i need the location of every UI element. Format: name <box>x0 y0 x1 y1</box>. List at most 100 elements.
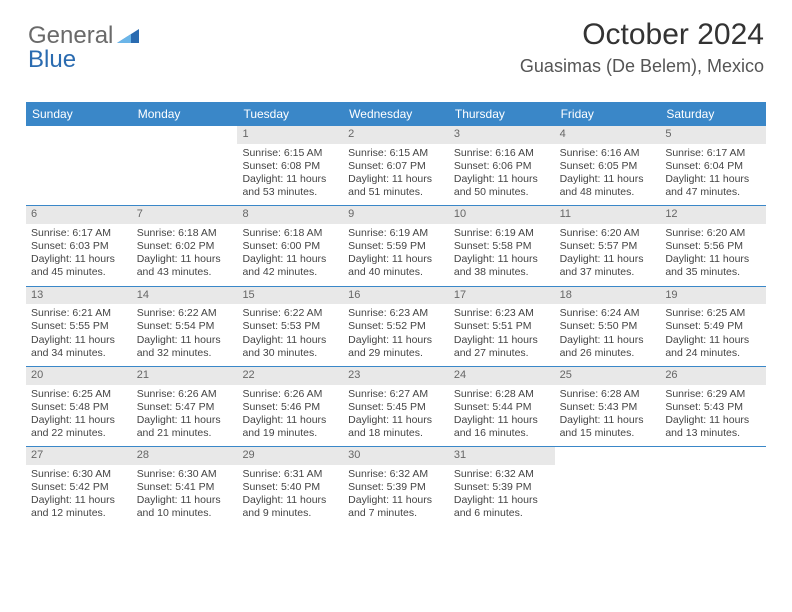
daylight-text: Daylight: 11 hours and 29 minutes. <box>348 334 444 360</box>
day-details: Sunrise: 6:30 AMSunset: 5:42 PMDaylight:… <box>26 465 132 527</box>
calendar-cell: 16Sunrise: 6:23 AMSunset: 5:52 PMDayligh… <box>343 287 449 366</box>
day-details: Sunrise: 6:20 AMSunset: 5:56 PMDaylight:… <box>660 224 766 286</box>
calendar-cell: 17Sunrise: 6:23 AMSunset: 5:51 PMDayligh… <box>449 287 555 366</box>
day-details: Sunrise: 6:24 AMSunset: 5:50 PMDaylight:… <box>555 304 661 366</box>
day-number: 21 <box>132 367 238 385</box>
day-details: Sunrise: 6:18 AMSunset: 6:02 PMDaylight:… <box>132 224 238 286</box>
day-number: 26 <box>660 367 766 385</box>
calendar-cell: 20 Sunrise: 6:25 AMSunset: 5:48 PMDayligh… <box>26 367 132 446</box>
calendar-cell: 14Sunrise: 6:22 AMSunset: 5:54 PMDayligh… <box>132 287 238 366</box>
location-subtitle: Guasimas (De Belem), Mexico <box>520 56 764 77</box>
sunrise-text: Sunrise: 6:18 AM <box>242 227 338 240</box>
calendar-cell: 10Sunrise: 6:19 AMSunset: 5:58 PMDayligh… <box>449 206 555 285</box>
daylight-text: Daylight: 11 hours and 22 minutes. <box>31 414 127 440</box>
day-number: 13 <box>26 287 132 305</box>
sunrise-text: Sunrise: 6:25 AM <box>31 388 127 401</box>
sunrise-text: Sunrise: 6:15 AM <box>242 147 338 160</box>
sunrise-text: Sunrise: 6:31 AM <box>242 468 338 481</box>
sunset-text: Sunset: 5:47 PM <box>137 401 233 414</box>
day-number: 19 <box>660 287 766 305</box>
calendar-cell: 31Sunrise: 6:32 AMSunset: 5:39 PMDayligh… <box>449 447 555 526</box>
daylight-text: Daylight: 11 hours and 38 minutes. <box>454 253 550 279</box>
daylight-text: Daylight: 11 hours and 35 minutes. <box>665 253 761 279</box>
day-number <box>660 447 766 465</box>
daylight-text: Daylight: 11 hours and 32 minutes. <box>137 334 233 360</box>
sunset-text: Sunset: 5:40 PM <box>242 481 338 494</box>
sunset-text: Sunset: 5:48 PM <box>31 401 127 414</box>
sunset-text: Sunset: 5:56 PM <box>665 240 761 253</box>
calendar-week: 13Sunrise: 6:21 AMSunset: 5:55 PMDayligh… <box>26 286 766 366</box>
day-details: Sunrise: 6:22 AMSunset: 5:54 PMDaylight:… <box>132 304 238 366</box>
sunset-text: Sunset: 5:39 PM <box>454 481 550 494</box>
sunset-text: Sunset: 6:05 PM <box>560 160 656 173</box>
daylight-text: Daylight: 11 hours and 24 minutes. <box>665 334 761 360</box>
daylight-text: Daylight: 11 hours and 7 minutes. <box>348 494 444 520</box>
sunrise-text: Sunrise: 6:23 AM <box>348 307 444 320</box>
calendar-cell: 26Sunrise: 6:29 AMSunset: 5:43 PMDayligh… <box>660 367 766 446</box>
calendar-cell: 6Sunrise: 6:17 AMSunset: 6:03 PMDaylight… <box>26 206 132 285</box>
calendar-cell: 1Sunrise: 6:15 AMSunset: 6:08 PMDaylight… <box>237 126 343 205</box>
day-details: Sunrise: 6:23 AMSunset: 5:52 PMDaylight:… <box>343 304 449 366</box>
daylight-text: Daylight: 11 hours and 9 minutes. <box>242 494 338 520</box>
day-number: 15 <box>237 287 343 305</box>
day-details: Sunrise: 6:17 AMSunset: 6:04 PMDaylight:… <box>660 144 766 206</box>
daylight-text: Daylight: 11 hours and 50 minutes. <box>454 173 550 199</box>
daylight-text: Daylight: 11 hours and 53 minutes. <box>242 173 338 199</box>
sunset-text: Sunset: 6:02 PM <box>137 240 233 253</box>
day-details: Sunrise: 6:29 AMSunset: 5:43 PMDaylight:… <box>660 385 766 447</box>
day-details: Sunrise: 6:26 AMSunset: 5:46 PMDaylight:… <box>237 385 343 447</box>
sunset-text: Sunset: 5:51 PM <box>454 320 550 333</box>
sunrise-text: Sunrise: 6:17 AM <box>31 227 127 240</box>
day-number: 14 <box>132 287 238 305</box>
sunset-text: Sunset: 6:06 PM <box>454 160 550 173</box>
day-details: Sunrise: 6:19 AMSunset: 5:58 PMDaylight:… <box>449 224 555 286</box>
day-details: Sunrise: 6:19 AMSunset: 5:59 PMDaylight:… <box>343 224 449 286</box>
sunrise-text: Sunrise: 6:32 AM <box>348 468 444 481</box>
day-details: Sunrise: 6:15 AMSunset: 6:07 PMDaylight:… <box>343 144 449 206</box>
sunrise-text: Sunrise: 6:16 AM <box>454 147 550 160</box>
sunrise-text: Sunrise: 6:20 AM <box>560 227 656 240</box>
daylight-text: Daylight: 11 hours and 19 minutes. <box>242 414 338 440</box>
calendar-cell: 11Sunrise: 6:20 AMSunset: 5:57 PMDayligh… <box>555 206 661 285</box>
sunset-text: Sunset: 6:07 PM <box>348 160 444 173</box>
sunset-text: Sunset: 5:42 PM <box>31 481 127 494</box>
day-number: 12 <box>660 206 766 224</box>
daylight-text: Daylight: 11 hours and 37 minutes. <box>560 253 656 279</box>
day-number: 18 <box>555 287 661 305</box>
day-number: 23 <box>343 367 449 385</box>
weekday-header: Monday <box>132 102 238 126</box>
day-number: 20 <box>26 367 132 385</box>
day-number: 10 <box>449 206 555 224</box>
calendar-cell: 28Sunrise: 6:30 AMSunset: 5:41 PMDayligh… <box>132 447 238 526</box>
daylight-text: Daylight: 11 hours and 51 minutes. <box>348 173 444 199</box>
sunset-text: Sunset: 5:58 PM <box>454 240 550 253</box>
calendar-cell: 18Sunrise: 6:24 AMSunset: 5:50 PMDayligh… <box>555 287 661 366</box>
sunrise-text: Sunrise: 6:16 AM <box>560 147 656 160</box>
sunrise-text: Sunrise: 6:24 AM <box>560 307 656 320</box>
calendar-cell: 25Sunrise: 6:28 AMSunset: 5:43 PMDayligh… <box>555 367 661 446</box>
daylight-text: Daylight: 11 hours and 27 minutes. <box>454 334 550 360</box>
weekday-header: Sunday <box>26 102 132 126</box>
daylight-text: Daylight: 11 hours and 12 minutes. <box>31 494 127 520</box>
day-details: Sunrise: 6:28 AMSunset: 5:44 PMDaylight:… <box>449 385 555 447</box>
daylight-text: Daylight: 11 hours and 48 minutes. <box>560 173 656 199</box>
day-details: Sunrise: 6:25 AMSunset: 5:49 PMDaylight:… <box>660 304 766 366</box>
day-details: Sunrise: 6:27 AMSunset: 5:45 PMDaylight:… <box>343 385 449 447</box>
day-details: Sunrise: 6:22 AMSunset: 5:53 PMDaylight:… <box>237 304 343 366</box>
sunrise-text: Sunrise: 6:29 AM <box>665 388 761 401</box>
calendar-week: 6Sunrise: 6:17 AMSunset: 6:03 PMDaylight… <box>26 205 766 285</box>
calendar-cell: 8Sunrise: 6:18 AMSunset: 6:00 PMDaylight… <box>237 206 343 285</box>
day-details: Sunrise: 6:16 AMSunset: 6:05 PMDaylight:… <box>555 144 661 206</box>
calendar-cell <box>26 126 132 205</box>
day-number: 29 <box>237 447 343 465</box>
sunrise-text: Sunrise: 6:32 AM <box>454 468 550 481</box>
sunset-text: Sunset: 5:59 PM <box>348 240 444 253</box>
day-number: 8 <box>237 206 343 224</box>
weekday-header: Friday <box>555 102 661 126</box>
brand-part2: Blue <box>28 46 76 74</box>
day-number: 30 <box>343 447 449 465</box>
day-number: 7 <box>132 206 238 224</box>
calendar-cell: 13Sunrise: 6:21 AMSunset: 5:55 PMDayligh… <box>26 287 132 366</box>
sunrise-text: Sunrise: 6:20 AM <box>665 227 761 240</box>
calendar-cell: 23Sunrise: 6:27 AMSunset: 5:45 PMDayligh… <box>343 367 449 446</box>
